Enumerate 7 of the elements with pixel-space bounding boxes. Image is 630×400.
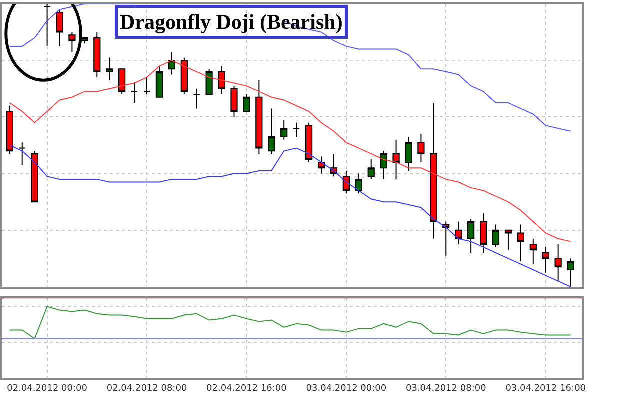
x-tick-label: 03.04.2012 16:00 [506,384,586,394]
x-tick-label: 02.04.2012 00:00 [7,384,88,394]
x-tick-label: 03.04.2012 08:00 [406,384,487,394]
chart-title: Dragonfly Doji (Bearish) [120,10,343,34]
x-tick-label: 02.04.2012 08:00 [106,384,188,394]
x-tick-label: 02.04.2012 16:00 [206,384,288,394]
x-tick-label: 03.04.2012 00:00 [306,384,387,394]
